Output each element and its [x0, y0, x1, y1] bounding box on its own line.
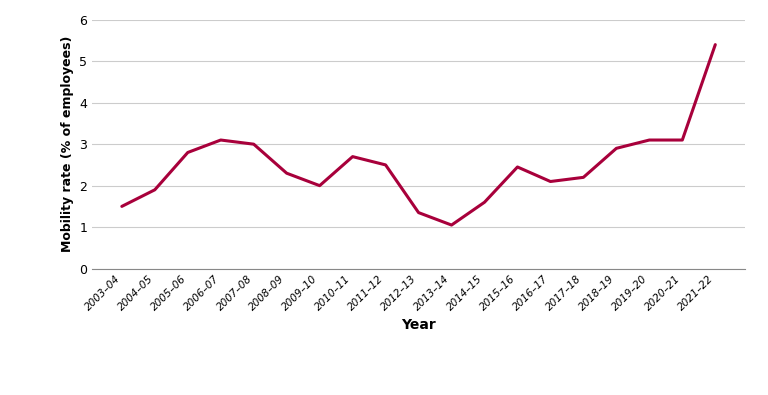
Y-axis label: Mobility rate (% of employees): Mobility rate (% of employees)	[61, 36, 74, 252]
X-axis label: Year: Year	[401, 318, 436, 332]
